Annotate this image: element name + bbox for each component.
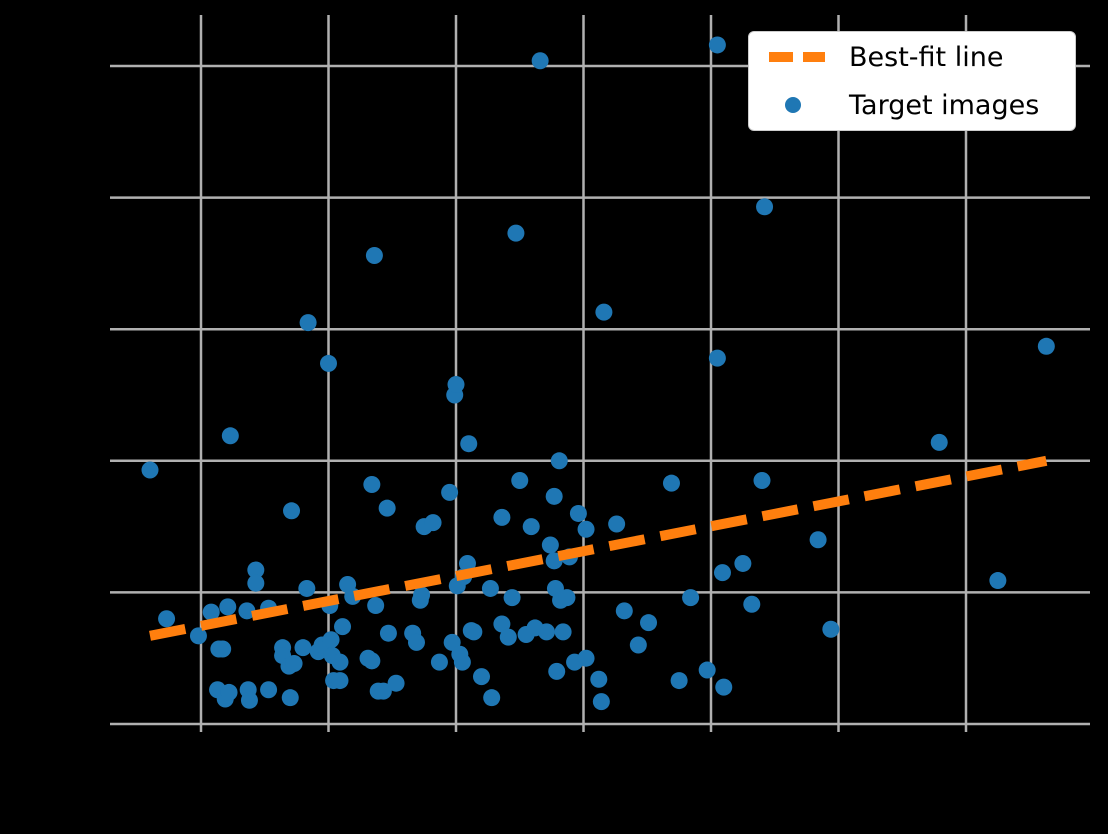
best-fit-line: [149, 455, 1048, 641]
dashed-line-icon: [769, 52, 825, 62]
target-images-series: [141, 36, 1055, 711]
legend-item-best-fit: Best-fit line: [749, 37, 1075, 77]
circle-marker-icon: [785, 97, 801, 113]
legend-item-target-images: Target images: [749, 85, 1075, 125]
legend-label: Target images: [849, 89, 1040, 121]
legend: Best-fit line Target images: [748, 31, 1076, 131]
legend-label: Best-fit line: [849, 41, 1004, 73]
